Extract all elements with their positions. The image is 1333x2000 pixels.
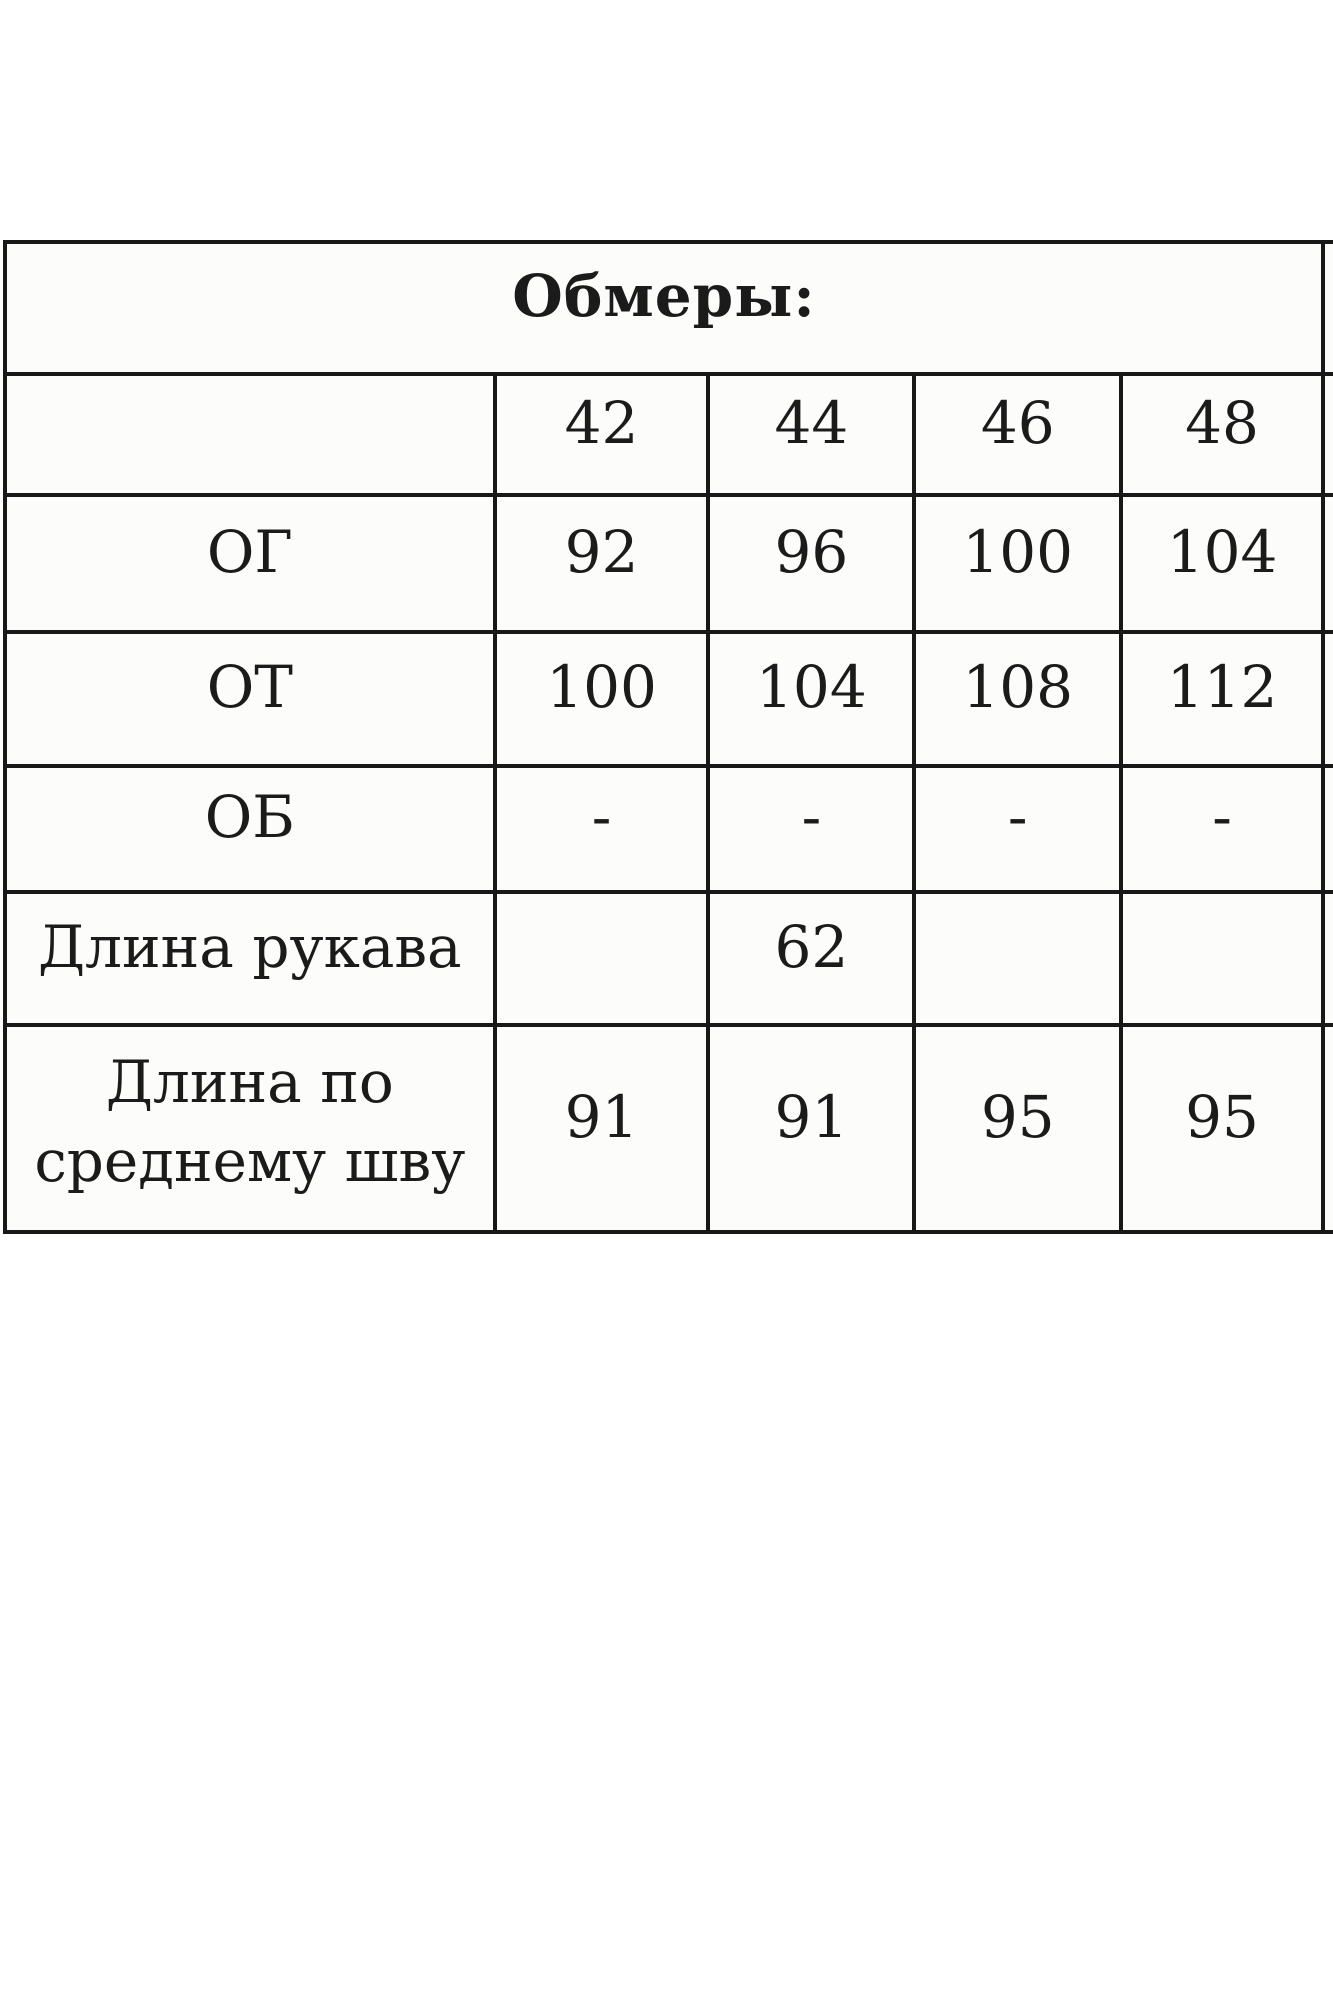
value-cell [912, 890, 1124, 1027]
cutoff-column-sliver [1320, 890, 1333, 1027]
value-cell: 96 [706, 493, 917, 634]
cutoff-column-sliver [1320, 630, 1333, 768]
value-cell: 92 [492, 493, 711, 634]
measurements-table: Обмеры: 42 44 46 48 ОГ 92 96 100 104 ОТ … [3, 240, 1333, 1234]
table-row-ot: ОТ 100 104 108 112 [3, 630, 1333, 768]
row-label-cell: ОГ [3, 493, 497, 634]
value-cell: 100 [492, 630, 711, 768]
value-cell: 62 [706, 890, 917, 1027]
row-label-cell: Длина рукава [3, 890, 497, 1027]
cutoff-column-sliver [1320, 493, 1333, 634]
value-cell: 108 [912, 630, 1124, 768]
table-row-ob: ОБ - - - - [3, 764, 1333, 894]
cutoff-column-sliver [1320, 764, 1333, 894]
size-header-cell: 44 [706, 372, 917, 497]
table-row-center-seam-length: Длина по среднему шву 91 91 95 95 [3, 1023, 1333, 1234]
cutoff-column-sliver [1320, 1023, 1333, 1234]
size-header-row: 42 44 46 48 [3, 372, 1333, 497]
value-cell: 95 [1119, 1023, 1325, 1234]
title-row: Обмеры: [3, 240, 1333, 376]
table-row-sleeve-length: Длина рукава 62 [3, 890, 1333, 1027]
value-cell: 104 [1119, 493, 1325, 634]
table-title: Обмеры: [3, 240, 1325, 376]
value-cell: 100 [912, 493, 1124, 634]
value-cell: - [912, 764, 1124, 894]
value-cell: 91 [706, 1023, 917, 1234]
value-cell [492, 890, 711, 1027]
row-label-cell: ОТ [3, 630, 497, 768]
row-label-cell: ОБ [3, 764, 497, 894]
size-header-cell: 42 [492, 372, 711, 497]
corner-empty-cell [3, 372, 497, 497]
value-cell: 112 [1119, 630, 1325, 768]
cutoff-column-sliver [1320, 240, 1333, 376]
cutoff-column-sliver [1320, 372, 1333, 497]
table-row-og: ОГ 92 96 100 104 [3, 493, 1333, 634]
value-cell [1119, 890, 1325, 1027]
value-cell: - [1119, 764, 1325, 894]
value-cell: 95 [912, 1023, 1124, 1234]
row-label-cell: Длина по среднему шву [3, 1023, 497, 1234]
size-header-cell: 48 [1119, 372, 1325, 497]
value-cell: - [492, 764, 711, 894]
value-cell: - [706, 764, 917, 894]
size-header-cell: 46 [912, 372, 1124, 497]
value-cell: 91 [492, 1023, 711, 1234]
value-cell: 104 [706, 630, 917, 768]
